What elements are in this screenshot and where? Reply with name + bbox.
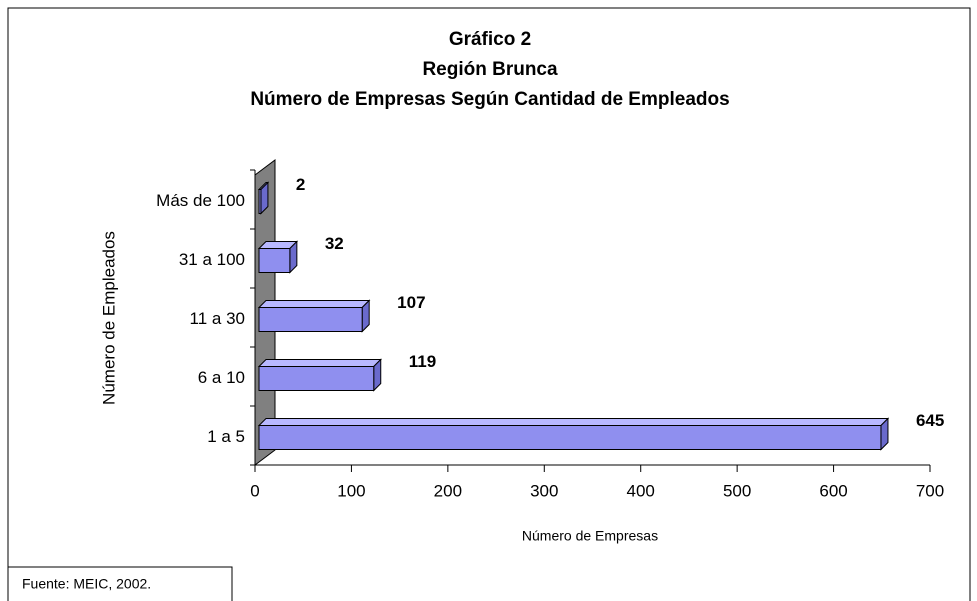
bar: [257, 240, 299, 274]
chart-title: Gráfico 2: [449, 29, 531, 50]
y-axis-label: Número de Empleados: [99, 231, 118, 405]
x-tick-label: 300: [530, 481, 558, 500]
bar: [257, 358, 382, 392]
chart-title: Número de Empresas Según Cantidad de Emp…: [250, 89, 729, 110]
value-label: 2: [296, 175, 305, 194]
bar: [257, 417, 890, 451]
x-tick-label: 0: [250, 481, 259, 500]
x-tick-label: 200: [434, 481, 462, 500]
bar-face: [258, 189, 262, 214]
x-tick-label: 500: [723, 481, 751, 500]
bar-face: [258, 366, 375, 391]
bar-face: [257, 359, 382, 367]
y-tick-label: 6 a 10: [198, 368, 245, 387]
x-tick-label: 100: [337, 481, 365, 500]
chart-title: Región Brunca: [422, 59, 558, 80]
value-label: 107: [397, 293, 425, 312]
bar: [257, 299, 371, 333]
x-tick-label: 600: [819, 481, 847, 500]
bar: [257, 181, 270, 215]
bar-face: [257, 418, 890, 426]
value-label: 645: [916, 411, 944, 430]
source-box: [7, 566, 233, 601]
bar-face: [257, 300, 371, 308]
bar-face: [258, 307, 363, 332]
y-tick-label: Más de 100: [156, 191, 245, 210]
value-label: 119: [409, 352, 436, 371]
chart-border: [7, 7, 971, 601]
y-tick-label: 11 a 30: [190, 309, 245, 328]
bar-face: [258, 425, 882, 450]
y-tick-label: 31 a 100: [179, 250, 245, 269]
value-label: 32: [325, 234, 344, 253]
y-tick-label: 1 a 5: [207, 427, 245, 446]
x-axis-label: Número de Empresas: [522, 528, 658, 544]
x-tick-label: 400: [627, 481, 655, 500]
bar-face: [258, 248, 291, 273]
x-tick-label: 700: [916, 481, 944, 500]
source: Fuente: MEIC, 2002.: [22, 576, 151, 592]
